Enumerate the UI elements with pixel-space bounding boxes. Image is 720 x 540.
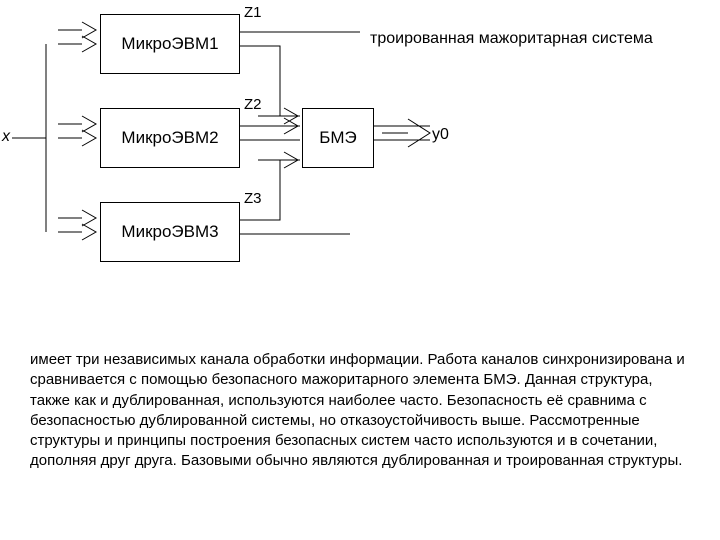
node-label: МикроЭВМ3 — [121, 222, 218, 242]
edge-label-z3: Z3 — [244, 190, 262, 207]
edge-label-y0: y0 — [432, 126, 449, 144]
node-bme: БМЭ — [302, 108, 374, 168]
node-label: МикроЭВМ1 — [121, 34, 218, 54]
body-paragraph: имеет три независимых канала обработки и… — [30, 350, 690, 472]
node-microevm1: МикроЭВМ1 — [100, 14, 240, 74]
node-label: БМЭ — [319, 128, 357, 148]
edge-label-z1: Z1 — [244, 4, 262, 21]
node-microevm3: МикроЭВМ3 — [100, 202, 240, 262]
diagram-caption: троированная мажоритарная система — [370, 30, 670, 48]
edge-label-z2: Z2 — [244, 96, 262, 113]
diagram-stage: МикроЭВМ1 МикроЭВМ2 МикроЭВМ3 БМЭ Z1 Z2 … — [0, 0, 720, 540]
node-label: МикроЭВМ2 — [121, 128, 218, 148]
node-microevm2: МикроЭВМ2 — [100, 108, 240, 168]
edge-label-x: x — [2, 128, 10, 146]
